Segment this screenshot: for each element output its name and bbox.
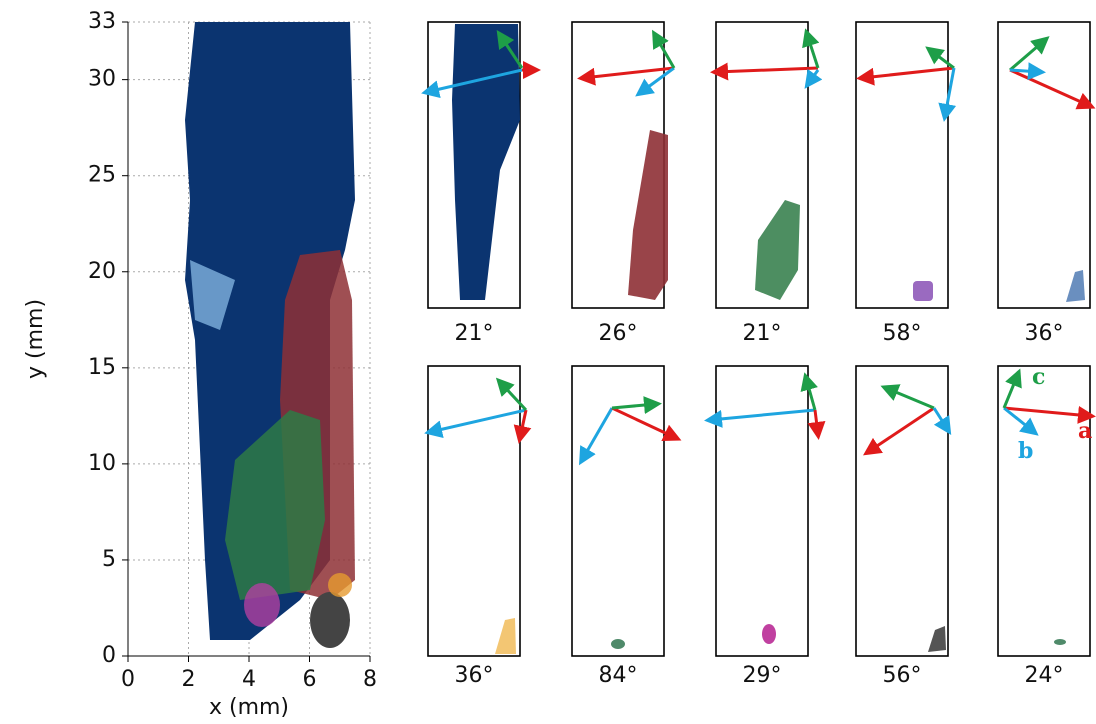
arrow-c (652, 29, 676, 69)
y-tick-label: 20 (88, 259, 116, 284)
arrow-a (807, 409, 826, 440)
arrow-c (925, 46, 955, 70)
x-tick-label: 2 (182, 667, 196, 692)
arrow-b (635, 66, 675, 97)
panel-angle: 24° (1025, 663, 1064, 688)
panel-angle: 56° (883, 663, 922, 688)
panel-labels: 21° 26° 21° 58° 36° 36° 84° 29° 56° 24° (455, 321, 1064, 688)
panel-frame (571, 365, 665, 657)
arrow-b (1003, 406, 1039, 436)
arrow-c (802, 28, 820, 69)
grain-blue (452, 24, 520, 300)
arrow-b (932, 407, 952, 436)
grain-lightblue (1066, 270, 1085, 302)
grain-orange (328, 573, 352, 597)
y-tick-label: 15 (88, 355, 116, 380)
panels (427, 21, 1091, 657)
y-tick-label: 33 (88, 9, 116, 34)
y-axis-label: y (mm) (23, 299, 48, 379)
y-tick-label: 5 (102, 547, 116, 572)
axis-label-c: c (1032, 364, 1045, 390)
x-tick-label: 6 (303, 667, 317, 692)
panel-frame (427, 365, 521, 657)
arrow-b (424, 408, 527, 439)
panel-frame (715, 21, 809, 309)
arrow-a (577, 66, 675, 86)
arrow-b (421, 68, 523, 99)
grain-gray (928, 626, 946, 652)
x-tick-label: 8 (363, 667, 377, 692)
panel-angle: 29° (743, 663, 782, 688)
x-tick-label: 0 (121, 667, 135, 692)
y-tick-label: 0 (102, 643, 116, 668)
grain-green (225, 410, 325, 600)
panel-frame (427, 21, 521, 309)
panel-angle: 21° (455, 321, 494, 346)
panel-angle: 58° (883, 321, 922, 346)
panel-frame (715, 365, 809, 657)
arrow-c (1002, 368, 1022, 409)
y-tick-label: 25 (88, 163, 116, 188)
panel-frame (855, 365, 949, 657)
grain-gray (310, 592, 350, 648)
grain-orange (495, 618, 516, 654)
axis-label-a: a (1078, 418, 1092, 444)
arrow-a (1009, 68, 1096, 110)
grain-pink (244, 583, 280, 627)
arrow-a (856, 66, 955, 86)
arrow-c (800, 372, 818, 411)
panel-angle: 84° (599, 663, 638, 688)
arrow-a (513, 409, 532, 444)
grain-red (628, 130, 668, 300)
grain-purple (913, 281, 933, 301)
x-tick-label: 4 (242, 667, 256, 692)
arrow-a (1003, 405, 1096, 424)
panel-angle: 21° (743, 321, 782, 346)
panel-frame (997, 365, 1091, 657)
arrow-c (496, 30, 524, 69)
arrow-a (710, 62, 819, 81)
y-tick-label: 30 (88, 67, 116, 92)
arrow-c (611, 396, 662, 415)
arrow-b (579, 407, 614, 466)
arrow-b (938, 67, 957, 122)
panel-angle: 26° (599, 321, 638, 346)
panel-frame (997, 21, 1091, 309)
arrow-a (863, 406, 935, 456)
grain-green (755, 200, 800, 300)
arrow-c (880, 384, 935, 410)
grain-blue-edge (190, 260, 235, 330)
arrow-a (611, 406, 682, 442)
x-axis-label: x (mm) (209, 695, 289, 720)
panel-angle: 36° (455, 663, 494, 688)
grain-green (1054, 639, 1066, 645)
map (185, 22, 355, 648)
arrow-b (804, 69, 823, 89)
arrow-b (704, 408, 816, 428)
grain-pink (762, 624, 776, 644)
arrow-b (1009, 62, 1046, 81)
arrow-c (495, 377, 528, 412)
panel-angle: 36° (1025, 321, 1064, 346)
arrow-c (1009, 36, 1050, 72)
y-tick-label: 10 (88, 451, 116, 476)
orientation-arrows: a b c (421, 28, 1096, 466)
axis-label-b: b (1018, 438, 1033, 464)
grain-teal (611, 639, 625, 649)
panel-frame (855, 21, 949, 309)
axes: 0 5 10 15 20 25 30 33 0 2 4 6 8 (88, 9, 377, 692)
